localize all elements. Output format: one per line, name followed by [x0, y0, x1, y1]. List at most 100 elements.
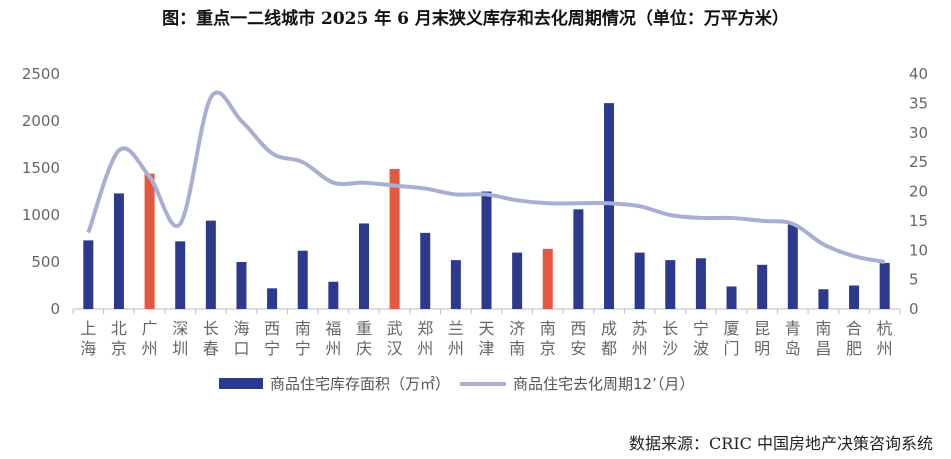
y-left-tick-label: 500: [31, 253, 60, 271]
x-category-label: 京: [540, 339, 556, 358]
bar-成都: [604, 103, 615, 309]
y-right-tick-label: 30: [909, 124, 928, 142]
x-category-label: 西: [570, 319, 586, 338]
x-category-label: 昌: [815, 339, 831, 358]
y-left-tick-label: 1000: [22, 206, 60, 224]
x-category-label: 宁: [264, 339, 280, 358]
x-category-label: 兰: [448, 319, 464, 338]
x-category-label: 州: [448, 339, 464, 358]
x-category-label: 北: [111, 319, 127, 338]
x-category-label: 州: [142, 339, 158, 358]
legend-bar-swatch: [219, 378, 263, 389]
bar-苏州: [634, 252, 645, 309]
y-left-tick-label: 0: [50, 300, 60, 318]
x-category-label: 杭: [877, 319, 893, 338]
bar-合肥: [849, 285, 860, 309]
x-category-label: 南: [509, 339, 525, 358]
x-category-label: 津: [478, 339, 494, 358]
x-category-label: 昆: [754, 319, 770, 338]
x-category-label: 波: [693, 339, 709, 358]
bar-武汉: [389, 168, 400, 309]
x-category-label: 沙: [662, 339, 678, 358]
x-category-label: 安: [570, 339, 586, 358]
y-right-tick-label: 25: [909, 153, 928, 171]
x-category-label: 京: [111, 339, 127, 358]
x-category-label: 长: [662, 319, 678, 338]
x-category-label: 州: [325, 339, 341, 358]
x-category-label: 圳: [172, 339, 188, 358]
x-category-label: 武: [387, 319, 403, 338]
bar-宁波: [695, 258, 706, 309]
y-right-tick-label: 40: [909, 65, 928, 83]
bar-北京: [113, 193, 124, 309]
bar-上海: [83, 240, 94, 309]
y-left-tick-label: 1500: [22, 159, 60, 177]
x-category-label: 南: [815, 319, 831, 338]
y-left-tick-label: 2500: [22, 65, 60, 83]
x-category-label: 济: [509, 319, 525, 338]
bar-海口: [236, 262, 247, 309]
x-category-label: 宁: [693, 319, 709, 338]
x-category-label: 肥: [846, 339, 862, 358]
x-category-label: 口: [233, 339, 249, 358]
x-category-label: 州: [877, 339, 893, 358]
x-category-label: 州: [632, 339, 648, 358]
x-category-label: 长: [203, 319, 219, 338]
bar-郑州: [420, 232, 431, 309]
bar-长春: [205, 220, 216, 309]
y-left-tick-label: 2000: [22, 112, 60, 130]
bar-重庆: [358, 223, 369, 309]
x-category-label: 广: [142, 319, 158, 338]
data-source-note: 数据来源：CRIC 中国房地产决策咨询系统: [629, 434, 933, 453]
legend-line-label: 商品住宅去化周期12’（月）: [513, 375, 694, 393]
x-category-label: 西: [264, 319, 280, 338]
bar-厦门: [726, 286, 737, 309]
x-category-label: 海: [80, 339, 96, 358]
x-category-label: 青: [785, 319, 801, 338]
x-category-label: 苏: [632, 319, 648, 338]
bar-西宁: [267, 288, 278, 309]
bar-南宁: [297, 250, 308, 309]
x-category-label: 州: [417, 339, 433, 358]
x-category-label: 重: [356, 319, 372, 338]
y-right-tick-label: 10: [909, 241, 928, 259]
bar-青岛: [787, 224, 798, 309]
x-category-label: 春: [203, 339, 219, 358]
x-category-label: 成: [601, 319, 617, 338]
bar-福州: [328, 281, 339, 309]
x-category-label: 岛: [785, 339, 801, 358]
x-category-label: 南: [295, 319, 311, 338]
bar-杭州: [879, 262, 890, 309]
line-destocking-cycle: [86, 90, 886, 264]
x-category-label: 福: [325, 319, 341, 338]
bar-西安: [573, 209, 584, 309]
y-right-tick-label: 0: [909, 300, 919, 318]
bar-济南: [512, 252, 523, 309]
x-category-label: 宁: [295, 339, 311, 358]
x-category-label: 天: [478, 319, 494, 338]
y-right-tick-label: 20: [909, 183, 928, 201]
x-category-label: 都: [601, 339, 617, 358]
bar-南京: [542, 248, 553, 309]
bar-南昌: [818, 289, 829, 309]
x-category-label: 深: [172, 319, 188, 338]
bar-广州: [144, 173, 155, 309]
x-category-label: 合: [846, 319, 862, 338]
legend-bar-label: 商品住宅库存面积（万㎡）: [270, 375, 450, 393]
bar-深圳: [175, 241, 186, 309]
bar-天津: [481, 191, 492, 309]
x-category-label: 门: [724, 339, 740, 358]
x-category-label: 郑: [417, 319, 433, 338]
x-category-label: 庆: [356, 339, 372, 358]
y-right-tick-label: 5: [909, 271, 919, 289]
x-category-label: 上: [80, 319, 96, 338]
bar-长沙: [665, 260, 676, 309]
x-category-label: 明: [754, 339, 770, 358]
x-category-label: 厦: [724, 319, 740, 338]
y-right-tick-label: 15: [909, 212, 928, 230]
x-category-label: 南: [540, 319, 556, 338]
x-category-label: 海: [233, 319, 249, 338]
x-category-label: 汉: [387, 339, 403, 358]
